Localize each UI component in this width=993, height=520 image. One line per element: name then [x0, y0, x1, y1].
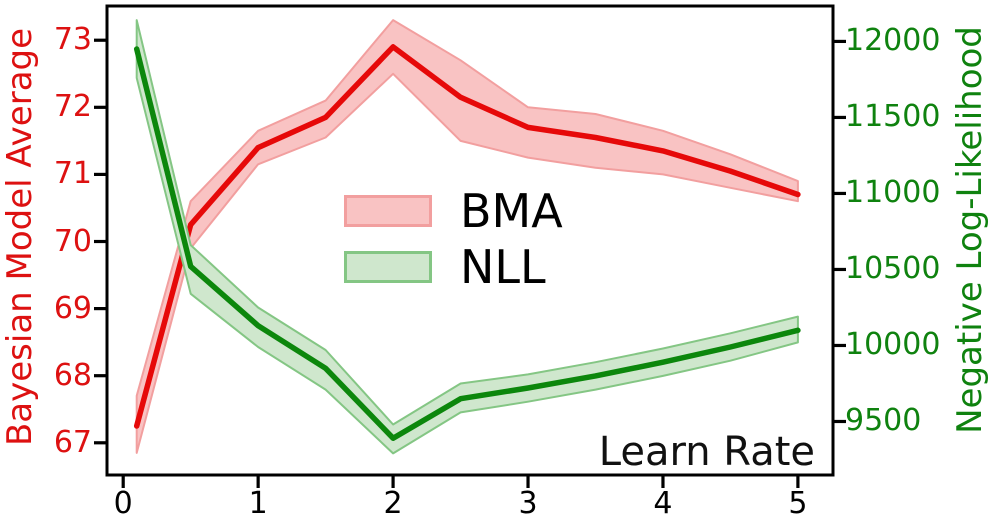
- right-y-tick-label: 10000: [845, 327, 941, 363]
- x-tick-label: 5: [788, 486, 808, 520]
- legend: BMA NLL: [344, 183, 563, 295]
- legend-row-bma: BMA: [344, 183, 563, 239]
- left-y-tick-label: 72: [53, 89, 92, 125]
- nll-line: [133, 46, 801, 441]
- left-y-tick-label: 67: [53, 424, 92, 460]
- left-y-tick-label: 71: [53, 156, 92, 192]
- legend-label-nll: NLL: [460, 240, 546, 294]
- nll-confidence-band: [135, 19, 799, 455]
- right-y-tick-label: 11500: [845, 99, 941, 135]
- x-tick-label: 3: [518, 486, 538, 520]
- nll-band-swatch: [344, 251, 432, 283]
- right-y-tick-label: 11000: [845, 175, 941, 211]
- legend-row-nll: NLL: [344, 239, 563, 295]
- left-y-tick-label: 70: [53, 223, 92, 259]
- right-y-tick-label: 10500: [845, 251, 941, 287]
- left-y-tick-label: 73: [53, 22, 92, 58]
- left-y-tick-label: 68: [53, 357, 92, 393]
- x-tick-label: 1: [248, 486, 268, 520]
- bma-line: [133, 44, 801, 429]
- legend-label-bma: BMA: [460, 184, 563, 238]
- x-tick-label: 0: [113, 486, 133, 520]
- right-y-tick-label: 12000: [845, 23, 941, 59]
- x-tick-label: 4: [653, 486, 673, 520]
- right-y-tick-label: 9500: [845, 403, 922, 439]
- left-y-tick-label: 69: [53, 290, 92, 326]
- bma-band-swatch: [344, 195, 432, 227]
- right-axis-title: Negative Log-Likelihood: [950, 26, 990, 434]
- x-tick-label: 2: [383, 486, 403, 520]
- x-axis-annotation: Learn Rate: [598, 429, 815, 475]
